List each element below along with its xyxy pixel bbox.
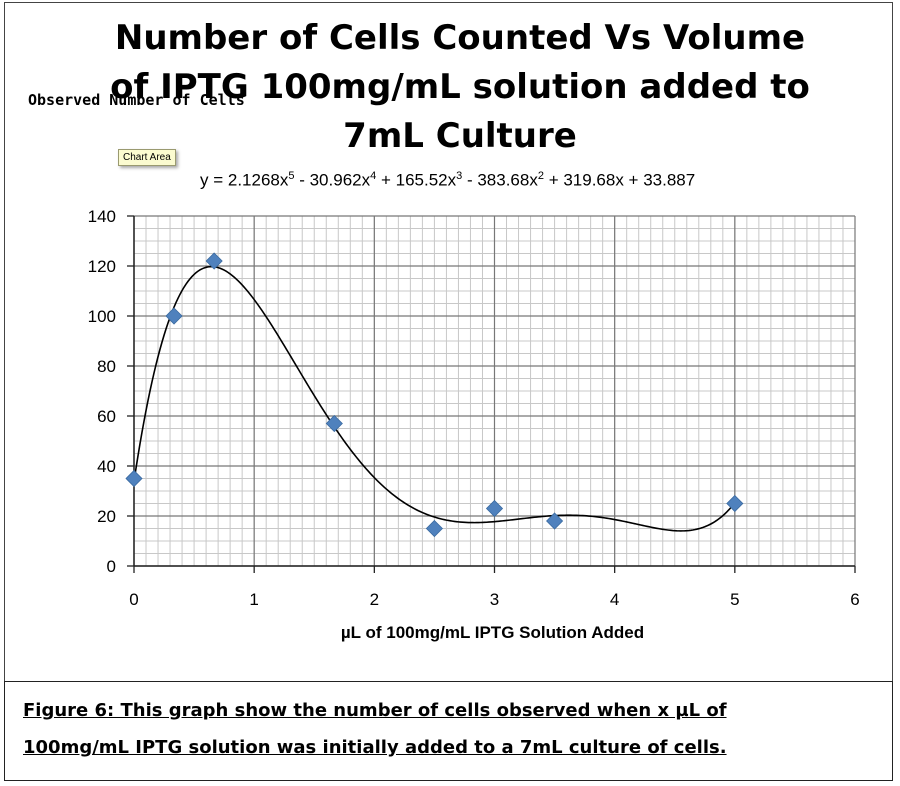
- equation-term: y = 2.1268x: [200, 170, 289, 190]
- equation-exponent: 4: [370, 170, 377, 182]
- data-point-marker: [726, 494, 744, 513]
- equation-exponent: 3: [456, 170, 463, 182]
- chart-plot[interactable]: 0 20 40 60 80 100 120 140 0 1 2 3 4 5 6: [0, 0, 900, 680]
- data-point-marker: [485, 499, 504, 518]
- trendline-equation: y = 2.1268x5 - 30.962x4 + 165.52x3 - 383…: [200, 170, 695, 191]
- y-tick-label: 100: [88, 307, 116, 326]
- x-axis-label: µL of 100mg/mL IPTG Solution Added: [340, 623, 645, 642]
- y-tick-label: 0: [107, 557, 116, 576]
- y-tick-label: 20: [97, 507, 116, 526]
- equation-term: + 319.68x + 33.887: [543, 170, 696, 190]
- y-tick-label: 40: [97, 457, 116, 476]
- figure-caption: Figure 6: This graph show the number of …: [23, 692, 892, 766]
- data-point-marker: [205, 252, 223, 270]
- x-tick-label: 3: [490, 590, 499, 609]
- x-tick-label: 1: [249, 590, 258, 609]
- x-tick-label: 2: [370, 590, 379, 609]
- x-tick-label: 0: [129, 590, 138, 609]
- chart-title: Number of Cells Counted Vs Volume of IPT…: [110, 18, 810, 156]
- equation-exponent: 2: [537, 170, 544, 182]
- x-tick-label: 6: [850, 590, 859, 609]
- data-point-marker: [546, 512, 564, 530]
- x-tick-label: 4: [610, 590, 619, 609]
- y-tick-label: 80: [97, 357, 116, 376]
- data-point-marker: [325, 414, 343, 433]
- data-point-marker: [125, 469, 143, 488]
- chart-area-tooltip: Chart Area: [118, 149, 176, 166]
- equation-exponent: 5: [288, 170, 295, 182]
- y-tick-label: 140: [88, 207, 116, 226]
- x-tick-label: 5: [730, 590, 739, 609]
- data-point-marker: [425, 519, 443, 538]
- equation-term: - 30.962x: [294, 170, 371, 190]
- trendline: [133, 265, 736, 532]
- y-tick-label: 120: [88, 257, 116, 276]
- data-point-marker: [165, 307, 183, 325]
- caption-line: 100mg/mL IPTG solution was initially add…: [23, 737, 727, 758]
- equation-term: + 165.52x: [376, 170, 457, 190]
- caption-box: Figure 6: This graph show the number of …: [4, 681, 893, 781]
- equation-term: - 383.68x: [462, 170, 538, 190]
- caption-line: Figure 6: This graph show the number of …: [23, 700, 727, 721]
- y-tick-label: 60: [97, 407, 116, 426]
